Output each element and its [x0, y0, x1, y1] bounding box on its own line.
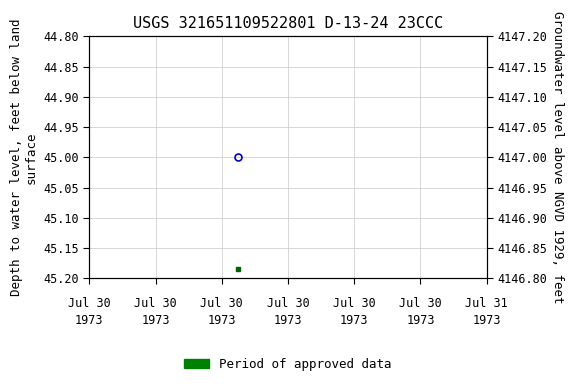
- Text: Jul 30: Jul 30: [134, 296, 177, 310]
- Title: USGS 321651109522801 D-13-24 23CCC: USGS 321651109522801 D-13-24 23CCC: [133, 16, 443, 31]
- Text: Jul 30: Jul 30: [267, 296, 309, 310]
- Text: 1973: 1973: [406, 314, 435, 327]
- Text: 1973: 1973: [472, 314, 501, 327]
- Text: Jul 30: Jul 30: [200, 296, 243, 310]
- Text: Jul 30: Jul 30: [333, 296, 376, 310]
- Text: 1973: 1973: [274, 314, 302, 327]
- Text: 1973: 1973: [141, 314, 170, 327]
- Text: Jul 30: Jul 30: [68, 296, 111, 310]
- Y-axis label: Groundwater level above NGVD 1929, feet: Groundwater level above NGVD 1929, feet: [551, 11, 564, 304]
- Text: Jul 31: Jul 31: [465, 296, 508, 310]
- Text: Jul 30: Jul 30: [399, 296, 442, 310]
- Text: 1973: 1973: [75, 314, 104, 327]
- Text: 1973: 1973: [340, 314, 369, 327]
- Text: 1973: 1973: [207, 314, 236, 327]
- Legend: Period of approved data: Period of approved data: [179, 353, 397, 376]
- Y-axis label: Depth to water level, feet below land
surface: Depth to water level, feet below land su…: [10, 19, 37, 296]
